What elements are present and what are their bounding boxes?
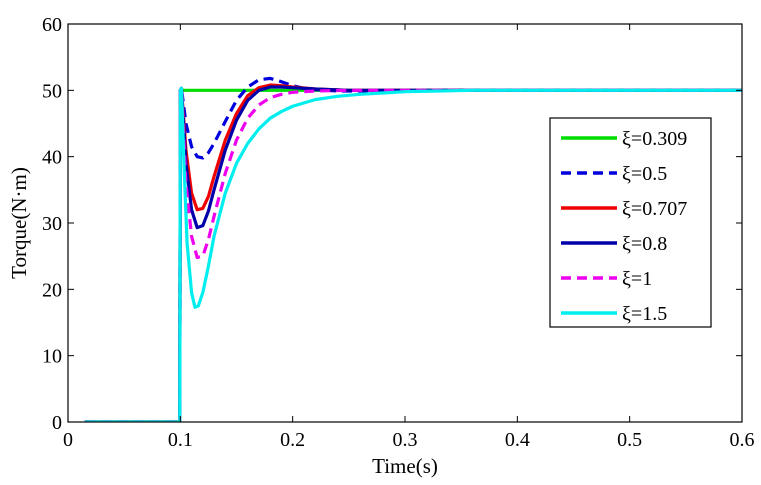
y-tick-label: 10 xyxy=(42,346,62,368)
y-tick-label: 0 xyxy=(52,412,62,434)
x-tick-label: 0.1 xyxy=(168,429,193,451)
x-tick-label: 0.2 xyxy=(280,429,305,451)
x-tick-label: 0.5 xyxy=(617,429,642,451)
y-tick-label: 30 xyxy=(42,213,62,235)
legend: ξ=0.309 ξ=0.5 ξ=0.707 ξ=0.8 ξ=1 ξ=1.5 xyxy=(549,117,712,328)
x-tick-label: 0.4 xyxy=(505,429,530,451)
legend-label: ξ=0.309 xyxy=(622,128,687,150)
y-axis-label: Torque(N·m) xyxy=(7,167,31,279)
series-line-xi-1 xyxy=(84,86,742,422)
x-tick-label: 0 xyxy=(63,429,73,451)
y-tick-label: 40 xyxy=(42,147,62,169)
legend-box xyxy=(549,117,712,328)
y-tick-label: 20 xyxy=(42,279,62,301)
legend-label: ξ=0.8 xyxy=(622,233,667,255)
series-line-xi-1-5 xyxy=(84,86,742,422)
y-tick-label: 60 xyxy=(42,14,62,36)
legend-label: ξ=0.707 xyxy=(622,198,687,220)
x-axis-label: Time(s) xyxy=(372,454,438,478)
legend-label: ξ=1.5 xyxy=(622,303,667,325)
x-tick-label: 0.3 xyxy=(393,429,418,451)
series-line-xi-0-5 xyxy=(84,76,742,422)
y-tick-label: 50 xyxy=(42,80,62,102)
legend-label: ξ=0.5 xyxy=(622,163,667,185)
x-tick-label: 0.6 xyxy=(730,429,755,451)
legend-label: ξ=1 xyxy=(622,268,652,290)
